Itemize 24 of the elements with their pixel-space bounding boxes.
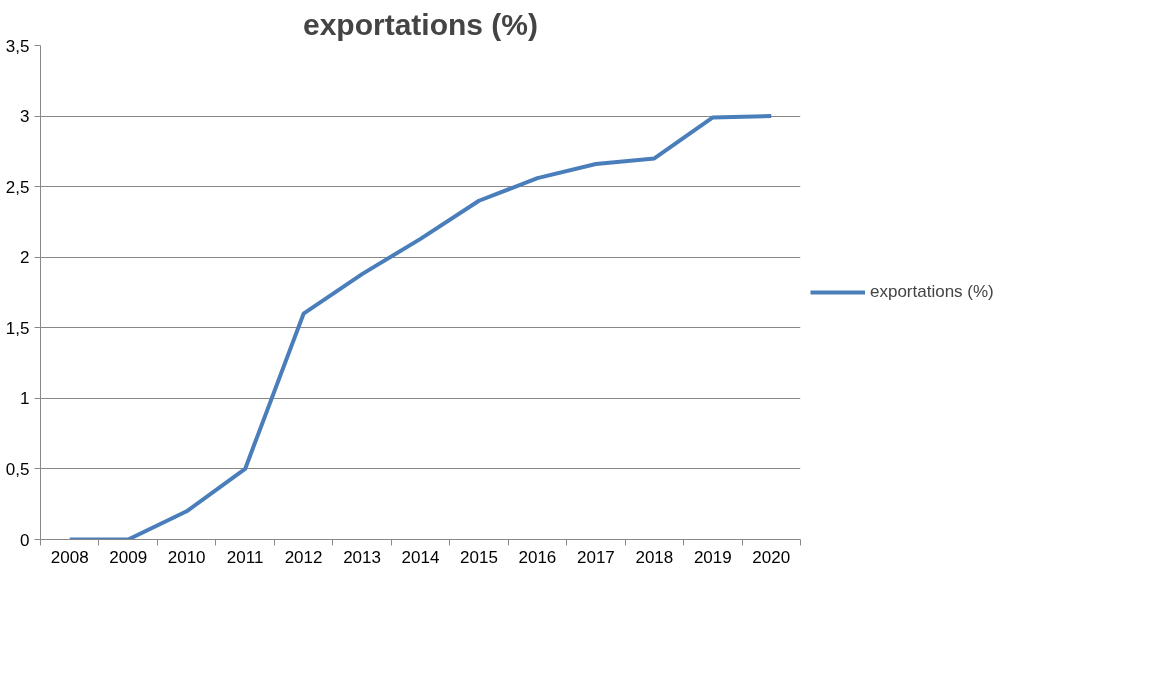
line-series <box>67 114 774 540</box>
legend-label: exportations (%) <box>870 282 994 302</box>
x-tick-label: 2009 <box>109 547 148 567</box>
x-tick-label: 2015 <box>460 547 498 567</box>
x-tick-label: 2016 <box>518 547 557 567</box>
x-tick-label: 2010 <box>167 547 206 567</box>
x-tick-label: 2019 <box>693 547 732 567</box>
x-tick-label: 2014 <box>401 547 440 567</box>
y-tick-label: 3,5 <box>5 36 30 56</box>
x-tick-label: 2011 <box>226 547 264 567</box>
x-tick-label: 2013 <box>343 547 381 567</box>
chart-title: exportations (%) <box>302 7 539 41</box>
x-tick-label: 2018 <box>635 547 674 567</box>
x-tick-label: 2012 <box>284 547 323 567</box>
y-tick-label: 3 <box>20 107 30 127</box>
x-tick-label: 2017 <box>576 547 615 567</box>
y-tick-label: 0,5 <box>5 459 30 479</box>
y-tick-label: 0 <box>20 530 30 550</box>
y-tick-label: 1 <box>20 389 30 409</box>
x-tick-label: 2020 <box>752 547 791 567</box>
x-tick-label: 2008 <box>50 547 89 567</box>
y-tick-label: 2,5 <box>5 177 30 197</box>
y-tick-label: 2 <box>20 248 30 268</box>
y-tick-label: 1,5 <box>5 318 30 338</box>
